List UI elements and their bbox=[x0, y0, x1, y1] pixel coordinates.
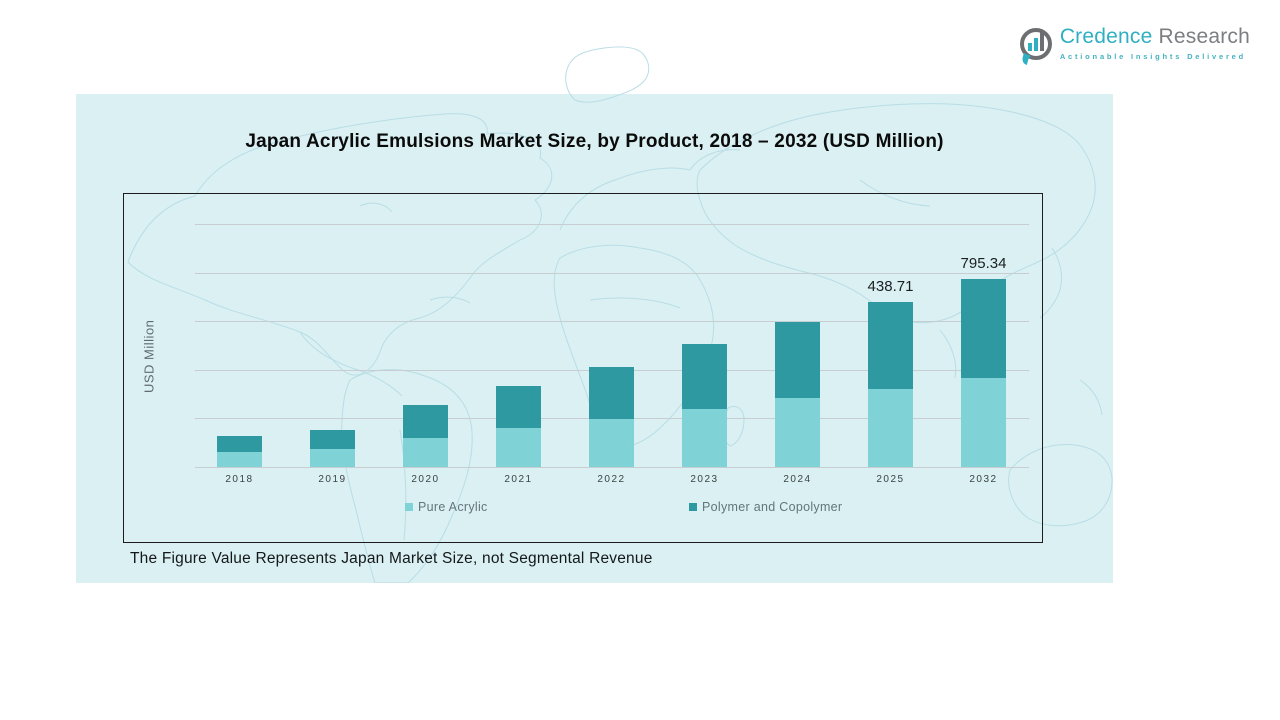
bar-2023-pure-acrylic bbox=[682, 409, 727, 467]
legend-label: Pure Acrylic bbox=[418, 500, 488, 514]
bar-2022-pure-acrylic bbox=[589, 419, 634, 467]
bar-2019-pure-acrylic bbox=[310, 449, 355, 467]
bar-2018-pure-acrylic bbox=[217, 452, 262, 467]
bar-2022-polymer-and-copolymer bbox=[589, 367, 634, 419]
bar-2020-pure-acrylic bbox=[403, 438, 448, 467]
total-label-2032: 795.34 bbox=[960, 255, 1007, 272]
brand-tagline: Actionable Insights Delivered bbox=[1059, 52, 1247, 61]
brand-name-primary: Credence bbox=[1059, 25, 1153, 48]
legend-marker-icon bbox=[405, 503, 413, 511]
brand-name-secondary: Research bbox=[1158, 25, 1250, 48]
legend-marker-icon bbox=[689, 503, 697, 511]
chart-title: Japan Acrylic Emulsions Market Size, by … bbox=[245, 131, 944, 152]
total-label-2025: 438.71 bbox=[867, 278, 914, 295]
grid-line bbox=[195, 224, 1029, 225]
legend-label: Polymer and Copolymer bbox=[702, 500, 843, 514]
x-tick-label-2032: 2032 bbox=[969, 474, 998, 485]
x-tick-label-2019: 2019 bbox=[318, 474, 347, 485]
chart-footnote: The Figure Value Represents Japan Market… bbox=[130, 550, 653, 567]
x-tick-label-2018: 2018 bbox=[225, 474, 254, 485]
legend-item-pure-acrylic: Pure Acrylic bbox=[405, 500, 488, 514]
grid-line bbox=[195, 321, 1029, 322]
x-tick-label-2023: 2023 bbox=[690, 474, 719, 485]
grid-line bbox=[195, 273, 1029, 274]
bar-2020-polymer-and-copolymer bbox=[403, 405, 448, 438]
chart-plot-area: USD Million 2018 2019 2020 2021 2022 2023 2024… bbox=[123, 193, 1043, 543]
x-tick-label-2025: 2025 bbox=[876, 474, 905, 485]
bar-2019-polymer-and-copolymer bbox=[310, 430, 355, 449]
x-tick-label-2022: 2022 bbox=[597, 474, 626, 485]
bar-chart-bubble-icon bbox=[1019, 28, 1052, 65]
y-axis-label: USD Million bbox=[141, 319, 157, 393]
bar-2025-pure-acrylic bbox=[868, 389, 913, 467]
x-tick-label-2024: 2024 bbox=[783, 474, 812, 485]
bar-2018-polymer-and-copolymer bbox=[217, 436, 262, 452]
bar-2023-polymer-and-copolymer bbox=[682, 344, 727, 409]
credence-research-logo: Credence Research Actionable Insights De… bbox=[1016, 25, 1250, 67]
legend-item-polymer-and-copolymer: Polymer and Copolymer bbox=[689, 500, 842, 514]
x-tick-label-2021: 2021 bbox=[504, 474, 533, 485]
bar-2021-polymer-and-copolymer bbox=[496, 386, 541, 428]
grid-line bbox=[195, 467, 1029, 468]
brand-name: Credence Research bbox=[1060, 25, 1250, 49]
x-tick-label-2020: 2020 bbox=[411, 474, 440, 485]
bar-2021-pure-acrylic bbox=[496, 428, 541, 467]
bar-2032-pure-acrylic bbox=[961, 378, 1006, 467]
bar-2024-polymer-and-copolymer bbox=[775, 322, 820, 398]
bar-2024-pure-acrylic bbox=[775, 398, 820, 467]
bar-2032-polymer-and-copolymer bbox=[961, 279, 1006, 378]
bar-2025-polymer-and-copolymer bbox=[868, 302, 913, 389]
